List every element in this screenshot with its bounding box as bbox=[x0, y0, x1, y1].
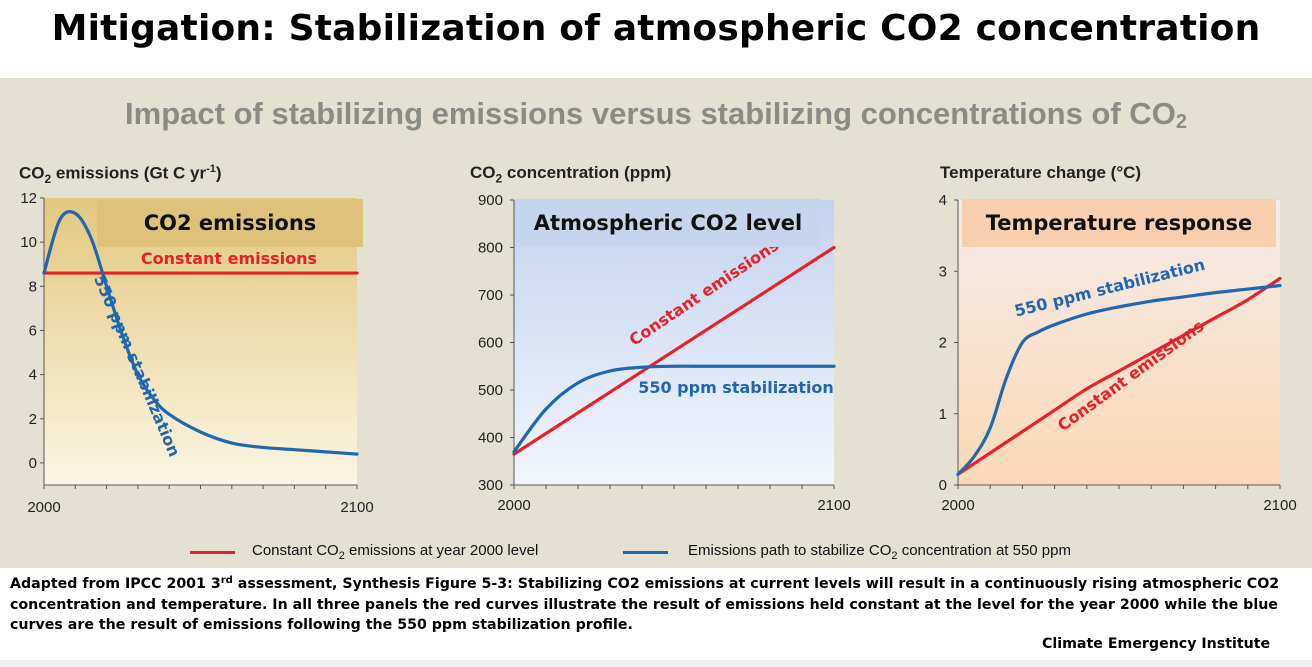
panel3-header: Temperature response bbox=[962, 199, 1276, 247]
page-title: Mitigation: Stabilization of atmospheric… bbox=[51, 8, 1261, 49]
panel1-ylabel-c: ) bbox=[215, 163, 222, 183]
panel2-header: Atmospheric CO2 level bbox=[516, 199, 820, 247]
y-tick-label: 2 bbox=[939, 335, 947, 352]
panel1-header: CO2 emissions bbox=[97, 199, 363, 247]
legend-red-swatch bbox=[190, 551, 235, 554]
legend-red-b: emissions at year 2000 level bbox=[344, 542, 539, 559]
legend-red-label: Constant CO2 emissions at year 2000 leve… bbox=[252, 542, 538, 562]
figure-title-text: Impact of stabilizing emissions versus s… bbox=[125, 96, 1176, 131]
y-tick-label: 8 bbox=[29, 278, 37, 295]
legend-red-sub: 2 bbox=[338, 550, 345, 562]
legend-blue-label: Emissions path to stabilize CO2 concentr… bbox=[688, 542, 1071, 562]
stabilization-label: 550 ppm stabilization bbox=[638, 378, 834, 397]
stabilization-line bbox=[956, 283, 1282, 476]
stabilization-line bbox=[42, 210, 359, 456]
y-tick-label: 6 bbox=[29, 322, 37, 339]
x-tick-label: 2100 bbox=[340, 499, 373, 516]
caption: Adapted from IPCC 2001 3rd assessment, S… bbox=[10, 574, 1300, 636]
figure-title-subscript: 2 bbox=[1175, 111, 1187, 133]
legend-red-a: Constant CO bbox=[252, 542, 339, 559]
panel2-ylabel-b: concentration (ppm) bbox=[502, 163, 672, 182]
panel2-ylabel-sub: 2 bbox=[495, 171, 503, 186]
x-tick-label: 2100 bbox=[1263, 497, 1296, 514]
y-tick-label: 10 bbox=[20, 234, 37, 251]
panel1-ylabel: CO2 emissions (Gt C yr-1) bbox=[19, 163, 222, 186]
panel3-ylabel-a: Temperature change (°C) bbox=[940, 163, 1142, 182]
legend-blue-sub: 2 bbox=[891, 550, 898, 562]
y-tick-label: 300 bbox=[478, 477, 503, 494]
y-tick-label: 4 bbox=[939, 192, 947, 209]
x-tick-label: 2000 bbox=[497, 497, 530, 514]
constant-emissions-line bbox=[956, 276, 1282, 476]
legend-blue-a: Emissions path to stabilize CO bbox=[688, 542, 892, 559]
y-tick-label: 700 bbox=[478, 287, 503, 304]
x-tick-label: 2000 bbox=[941, 497, 974, 514]
bottom-bar bbox=[0, 660, 1312, 667]
panel1-ylabel-sup: -1 bbox=[206, 163, 216, 175]
x-tick-label: 2100 bbox=[817, 497, 850, 514]
legend-blue-b: concentration at 550 ppm bbox=[897, 542, 1071, 559]
constant-emissions-label: Constant emissions bbox=[141, 249, 317, 268]
y-tick-label: 1 bbox=[939, 406, 947, 423]
caption-part1: Adapted from IPCC 2001 3 bbox=[10, 576, 221, 592]
constant-emissions-line bbox=[512, 245, 836, 456]
panel1-ylabel-a: CO bbox=[19, 163, 45, 183]
y-tick-label: 12 bbox=[20, 190, 37, 207]
credit: Climate Emergency Institute bbox=[1042, 636, 1271, 652]
y-tick-label: 900 bbox=[478, 192, 503, 209]
y-tick-label: 400 bbox=[478, 430, 503, 447]
x-tick-label: 2000 bbox=[27, 499, 60, 516]
panel1-ylabel-sub: 2 bbox=[44, 172, 52, 187]
plot-area bbox=[514, 200, 834, 485]
y-tick-label: 0 bbox=[29, 455, 37, 472]
y-tick-label: 3 bbox=[939, 263, 947, 280]
caption-sup: rd bbox=[220, 575, 233, 586]
y-tick-label: 4 bbox=[29, 367, 37, 384]
panel2-ylabel: CO2 concentration (ppm) bbox=[470, 163, 671, 185]
y-tick-label: 0 bbox=[939, 477, 947, 494]
stabilization-line bbox=[512, 364, 836, 454]
y-tick-label: 800 bbox=[478, 240, 503, 257]
figure-title: Impact of stabilizing emissions versus s… bbox=[0, 96, 1312, 134]
panel3-ylabel: Temperature change (°C) bbox=[940, 163, 1141, 183]
panel1-ylabel-b: emissions (Gt C yr bbox=[51, 163, 207, 183]
y-tick-label: 2 bbox=[29, 411, 37, 428]
legend-blue-swatch bbox=[623, 551, 668, 554]
panel2-ylabel-a: CO bbox=[470, 163, 496, 182]
y-tick-label: 600 bbox=[478, 335, 503, 352]
y-tick-label: 500 bbox=[478, 382, 503, 399]
caption-part2: assessment, Synthesis Figure 5-3: Stabil… bbox=[10, 576, 1280, 633]
